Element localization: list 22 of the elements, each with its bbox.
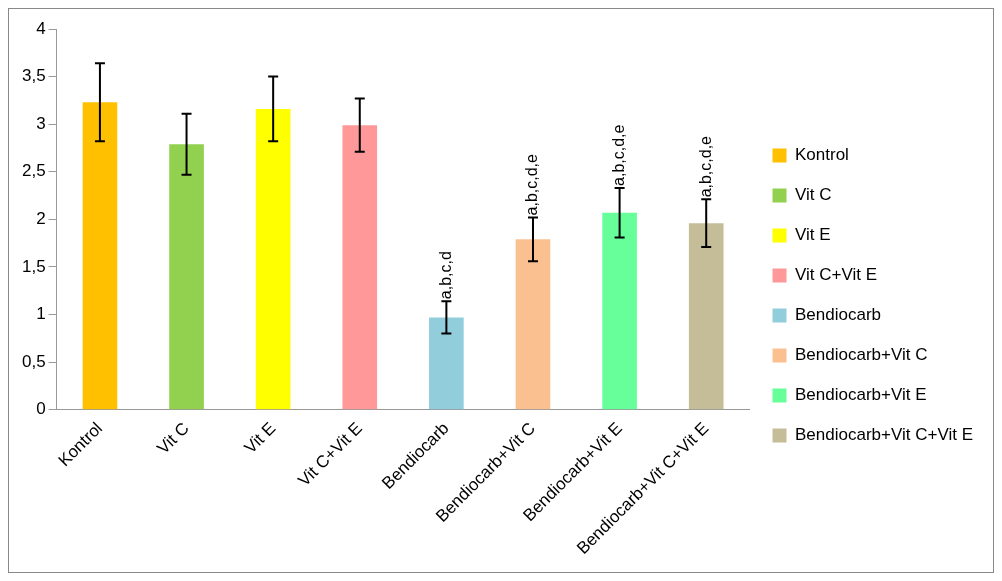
legend-label: Vit E bbox=[795, 225, 831, 245]
x-tick-label: Vit C bbox=[153, 418, 193, 458]
legend-label: Bendiocarb+Vit C bbox=[795, 345, 928, 365]
legend-label: Kontrol bbox=[795, 145, 849, 165]
annotation: a,b,c,d,e bbox=[523, 153, 541, 216]
annotation: a,b,c,d,e bbox=[696, 135, 714, 198]
y-tick-label: 0 bbox=[36, 399, 46, 419]
y-tick-label: 1 bbox=[36, 304, 46, 324]
legend-label: Vit C+Vit E bbox=[795, 265, 878, 285]
annotation: a,b,c,d bbox=[436, 251, 454, 300]
x-tick-label: Vit E bbox=[240, 418, 280, 458]
legend-label: Bendiocarb+Vit E bbox=[795, 385, 927, 405]
y-tick-label: 3,5 bbox=[21, 66, 46, 86]
y-tick-label: 4 bbox=[36, 18, 46, 38]
y-tick-label: 1,5 bbox=[21, 256, 46, 276]
legend-label: Bendiocarb bbox=[795, 305, 882, 325]
y-tick-label: 2,5 bbox=[21, 161, 46, 181]
y-tick-label: 0,5 bbox=[21, 351, 46, 371]
y-tick-label: 2 bbox=[36, 209, 46, 229]
legend-label: Vit C bbox=[795, 185, 832, 205]
y-tick-label: 3 bbox=[36, 113, 46, 133]
annotation: a,b,c,d,e bbox=[610, 124, 628, 186]
